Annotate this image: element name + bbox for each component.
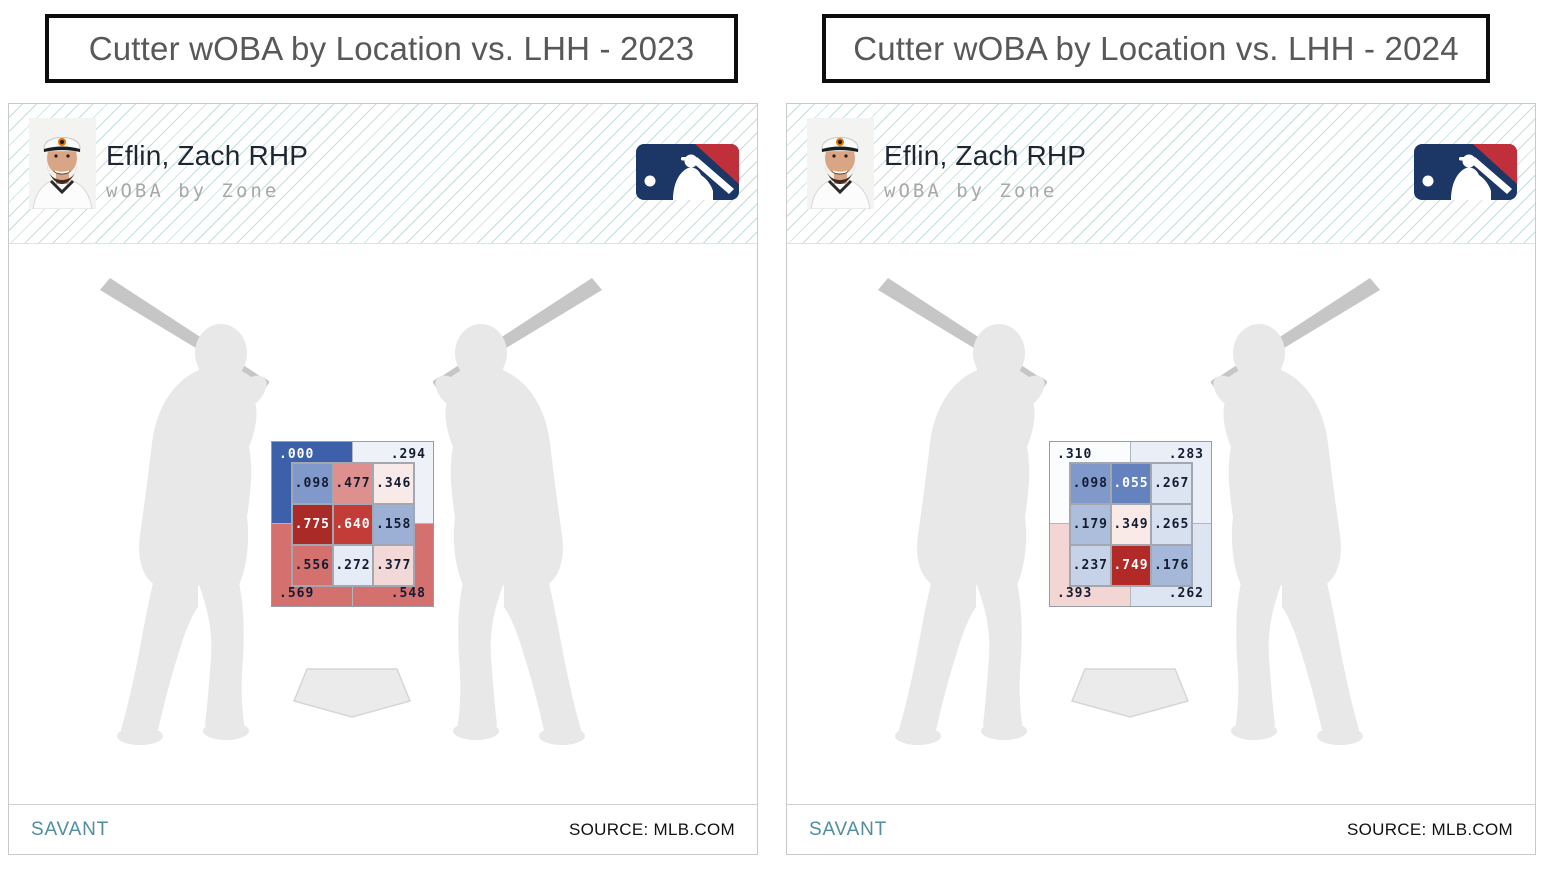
player-headshot bbox=[807, 118, 874, 209]
source-label: SOURCE: MLB.COM bbox=[1346, 819, 1513, 839]
zone-outer-value: .283 bbox=[1168, 447, 1204, 462]
card-body: .000 .294 .569 .548 .098.477.346 .775.640.158… bbox=[9, 244, 757, 804]
zone-cell: .272 bbox=[332, 545, 374, 586]
zone-outer-value: .569 bbox=[279, 586, 315, 601]
batter-silhouette-right bbox=[433, 278, 602, 745]
zone-outer-value: .262 bbox=[1168, 586, 1204, 601]
metric-subtitle: wOBA by Zone bbox=[106, 180, 280, 202]
zone-cell: .377 bbox=[373, 545, 414, 586]
strike-zone-grid: .098.055.267 .179.349.265 .237.749.176 bbox=[1069, 462, 1193, 587]
zone-cell: .477 bbox=[332, 463, 374, 504]
card-footer: SAVANT SOURCE: MLB.COM bbox=[787, 804, 1535, 854]
zone-cell: .179 bbox=[1070, 504, 1111, 545]
zone-cell: .267 bbox=[1151, 463, 1192, 504]
zone-outer-value: .310 bbox=[1057, 447, 1093, 462]
zone-cell: .237 bbox=[1070, 545, 1111, 586]
zone-cell: .176 bbox=[1151, 545, 1192, 586]
home-plate bbox=[293, 668, 411, 718]
woba-zone-heatmap-2024: .310 .283 .393 .262 .098.055.267 .179.349.265… bbox=[1049, 441, 1212, 607]
batter-silhouette-right bbox=[1211, 278, 1380, 745]
card-header: Eflin, Zach RHP wOBA by Zone bbox=[9, 104, 757, 244]
zone-cell: .556 bbox=[292, 545, 333, 586]
chart-title-box-2023: Cutter wOBA by Location vs. LHH - 2023 bbox=[45, 14, 738, 83]
strike-zone-grid: .098.477.346 .775.640.158 .556.272.377 bbox=[291, 462, 415, 587]
source-label: SOURCE: MLB.COM bbox=[568, 819, 735, 839]
batter-silhouette-left bbox=[100, 278, 269, 745]
zone-outer-value: .393 bbox=[1057, 586, 1093, 601]
player-name: Eflin, Zach RHP bbox=[106, 140, 309, 171]
player-block: Eflin, Zach RHP wOBA by Zone bbox=[106, 140, 308, 202]
card-footer: SAVANT SOURCE: MLB.COM bbox=[9, 804, 757, 854]
zone-cell: .346 bbox=[373, 463, 414, 504]
mlb-logo-icon bbox=[636, 144, 739, 200]
metric-subtitle: wOBA by Zone bbox=[884, 180, 1058, 202]
savant-card-2023: Eflin, Zach RHP wOBA by Zone .000 .294 .56… bbox=[8, 103, 758, 855]
zone-cell: .265 bbox=[1151, 504, 1192, 545]
savant-card-2024: Eflin, Zach RHP wOBA by Zone .310 .283 .39… bbox=[786, 103, 1536, 855]
zone-outer-value: .000 bbox=[279, 447, 315, 462]
chart-title-2024: Cutter wOBA by Location vs. LHH - 2024 bbox=[853, 29, 1459, 67]
chart-title-2023: Cutter wOBA by Location vs. LHH - 2023 bbox=[88, 29, 695, 67]
zone-cell: .055 bbox=[1110, 463, 1152, 504]
player-block: Eflin, Zach RHP wOBA by Zone bbox=[884, 140, 1086, 202]
home-plate bbox=[1071, 668, 1189, 718]
chart-title-box-2024: Cutter wOBA by Location vs. LHH - 2024 bbox=[822, 14, 1490, 83]
card-header: Eflin, Zach RHP wOBA by Zone bbox=[787, 104, 1535, 244]
card-body: .310 .283 .393 .262 .098.055.267 .179.349.265… bbox=[787, 244, 1535, 804]
zone-outer-value: .294 bbox=[390, 447, 426, 462]
zone-cell: .158 bbox=[373, 504, 414, 545]
player-headshot bbox=[29, 118, 96, 209]
zone-cell: .349 bbox=[1110, 504, 1152, 545]
zone-cell: .098 bbox=[292, 463, 333, 504]
woba-zone-heatmap-2023: .000 .294 .569 .548 .098.477.346 .775.640.158… bbox=[271, 441, 434, 607]
player-name: Eflin, Zach RHP bbox=[884, 140, 1087, 171]
mlb-logo-icon bbox=[1414, 144, 1517, 200]
batter-silhouette-left bbox=[878, 278, 1047, 745]
savant-brand: SAVANT bbox=[31, 818, 109, 840]
zone-cell: .640 bbox=[332, 504, 374, 545]
zone-cell: .775 bbox=[292, 504, 333, 545]
savant-brand: SAVANT bbox=[809, 818, 887, 840]
zone-cell: .749 bbox=[1110, 545, 1152, 586]
zone-cell: .098 bbox=[1070, 463, 1111, 504]
zone-outer-value: .548 bbox=[390, 586, 426, 601]
